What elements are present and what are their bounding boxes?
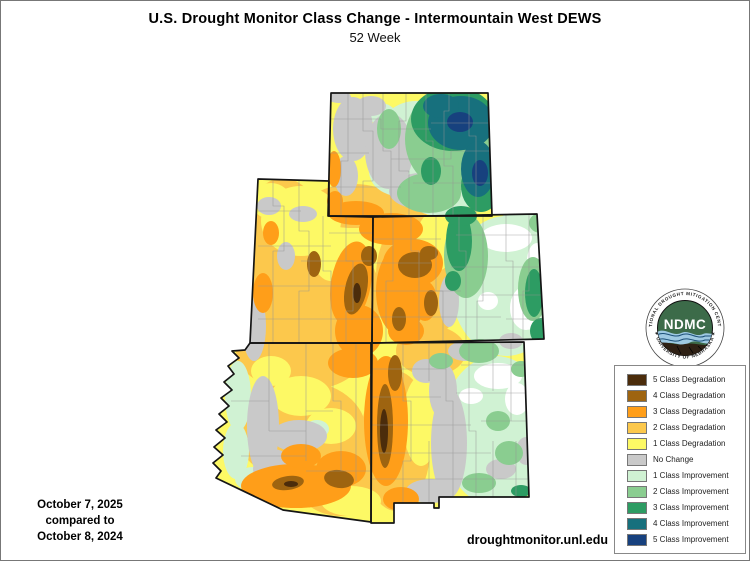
legend-item: 2 Class Degradation	[627, 421, 745, 434]
legend-label: No Change	[653, 455, 694, 464]
ndmc-logo-wave-line	[657, 332, 713, 338]
state-new-mexico	[370, 341, 530, 524]
legend-item: 1 Class Degradation	[627, 437, 745, 450]
page-subtitle: 52 Week	[349, 30, 401, 45]
website-url: droughtmonitor.unl.edu	[467, 533, 608, 547]
legend-swatch-no_change	[627, 453, 647, 466]
legend-swatch-improvement_4	[627, 517, 647, 530]
ndmc-logo-abbr: NDMC	[664, 317, 707, 332]
class-change-field	[213, 93, 544, 523]
date-primary: October 7, 2025	[37, 499, 123, 511]
legend-item: 4 Class Degradation	[627, 389, 745, 402]
legend-item: 1 Class Improvement	[627, 469, 745, 482]
state-arizona	[212, 342, 372, 523]
county-lines	[231, 93, 544, 503]
degradation-5-blobs	[284, 283, 388, 487]
legend-label: 2 Class Improvement	[653, 487, 729, 496]
legend-item: No Change	[627, 453, 745, 466]
legend-item: 5 Class Degradation	[627, 373, 745, 386]
legend-label: 5 Class Improvement	[653, 535, 729, 544]
legend-item: 2 Class Improvement	[627, 485, 745, 498]
legend-label: 4 Class Improvement	[653, 519, 729, 528]
legend-label: 1 Class Improvement	[653, 471, 729, 480]
legend-swatch-degradation_1	[627, 437, 647, 450]
legend: 5 Class Degradation 4 Class Degradation 3 …	[614, 365, 746, 554]
legend-swatch-improvement_2	[627, 485, 647, 498]
ndmc-logo-wave-line-2	[657, 338, 713, 342]
legend-label: 3 Class Degradation	[653, 407, 726, 416]
page-title: U.S. Drought Monitor Class Change - Inte…	[148, 11, 602, 27]
legend-label: 3 Class Improvement	[653, 503, 729, 512]
legend-label: 2 Class Degradation	[653, 423, 726, 432]
ndmc-logo: NATIONAL DROUGHT MITIGATION CENTER ✶ UNI…	[645, 288, 725, 368]
legend-item: 3 Class Degradation	[627, 405, 745, 418]
state-wyoming	[327, 92, 493, 217]
date-connector: compared to	[45, 515, 115, 527]
legend-swatch-degradation_2	[627, 421, 647, 434]
legend-label: 5 Class Degradation	[653, 375, 726, 384]
legend-item: 3 Class Improvement	[627, 501, 745, 514]
date-secondary: October 8, 2024	[37, 531, 123, 543]
legend-swatch-degradation_4	[627, 389, 647, 402]
legend-label: 1 Class Degradation	[653, 439, 726, 448]
legend-swatch-degradation_5	[627, 373, 647, 386]
legend-swatch-improvement_1	[627, 469, 647, 482]
state-colorado	[371, 213, 545, 344]
legend-item: 4 Class Improvement	[627, 517, 745, 530]
legend-label: 4 Class Degradation	[653, 391, 726, 400]
legend-swatch-degradation_3	[627, 405, 647, 418]
legend-swatch-improvement_3	[627, 501, 647, 514]
state-borders	[212, 92, 545, 524]
legend-swatch-improvement_5	[627, 533, 647, 546]
comparison-dates: October 7, 2025 compared to October 8, 2…	[25, 497, 135, 545]
legend-item: 5 Class Improvement	[627, 533, 745, 546]
